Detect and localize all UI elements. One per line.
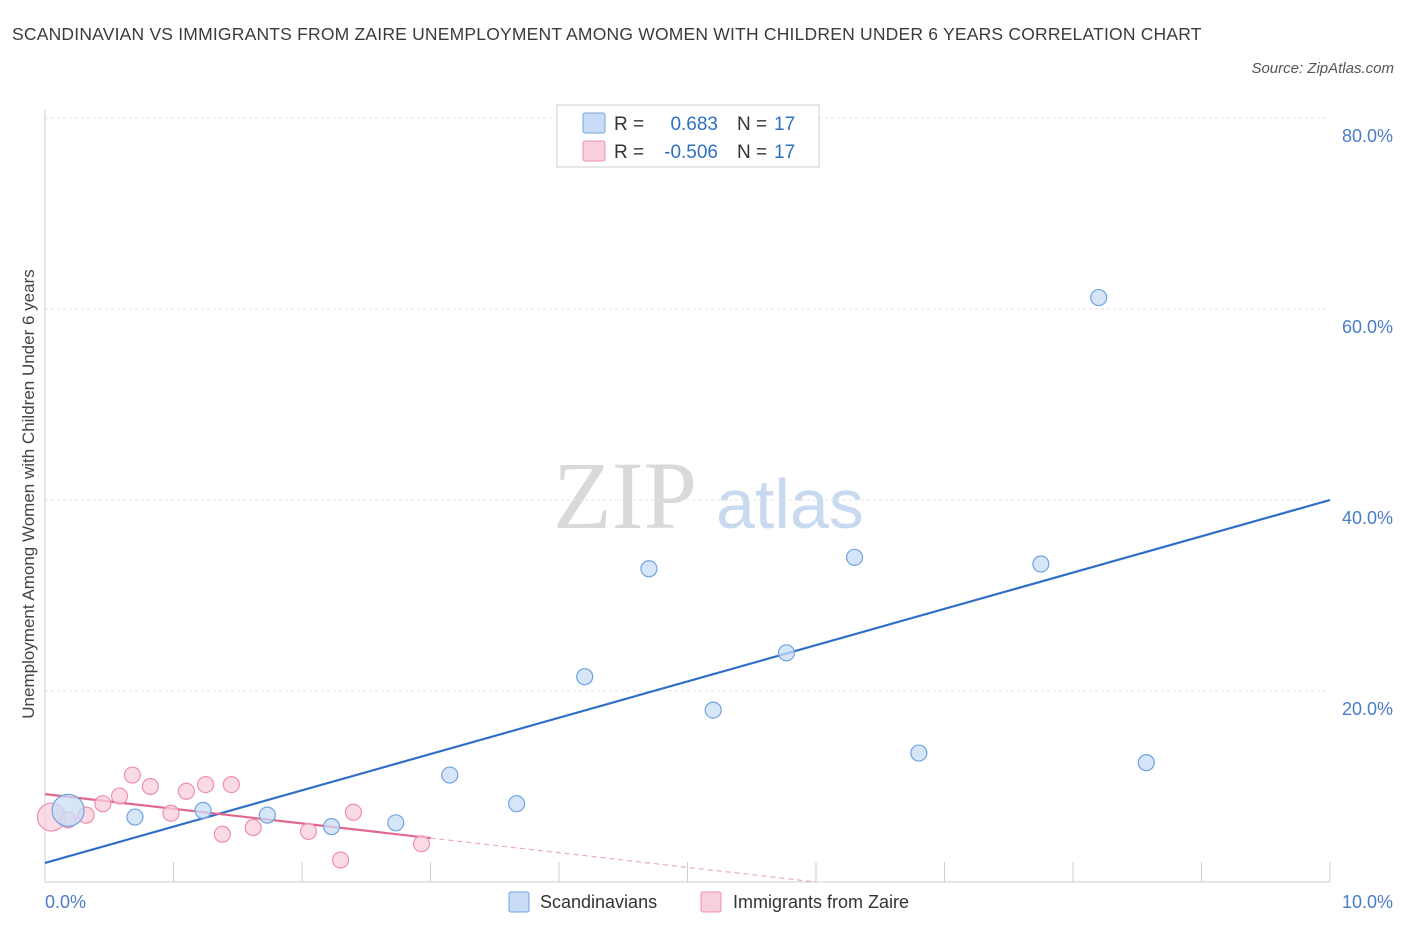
watermark-zip: ZIP (553, 442, 697, 549)
series-legend-label-zaire: Immigrants from Zaire (733, 892, 909, 912)
point-zaire (244, 818, 262, 837)
point-scandinavians (51, 793, 85, 827)
point-scandinavians (258, 806, 276, 824)
point-scandinavians (1137, 754, 1155, 772)
point-zaire (162, 804, 180, 822)
point-scandinavians (322, 818, 341, 836)
legend-r-label-1: R = (614, 114, 644, 135)
trend-line-scandinavians (44, 498, 1331, 864)
point-scandinavians (576, 668, 594, 686)
y-axis-title: Unemployment Among Women with Children U… (19, 269, 38, 718)
x-tick-label-max: 10.0% (1342, 892, 1393, 912)
point-zaire (141, 777, 159, 796)
correlation-legend: R = 0.683 N = 17 R = -0.506 N = 17 (556, 104, 820, 168)
legend-n-label-2: N = (737, 142, 767, 163)
point-zaire (213, 825, 231, 843)
point-zaire (110, 787, 129, 805)
y-tick-label: 80.0% (1342, 126, 1393, 146)
series-legend: Scandinavians Immigrants from Zaire (508, 891, 909, 913)
point-scandinavians (126, 808, 144, 826)
point-scandinavians (845, 548, 864, 566)
point-scandinavians (910, 744, 928, 762)
point-zaire (94, 795, 112, 813)
legend-n-label-1: N = (737, 114, 767, 135)
point-zaire (197, 775, 215, 794)
legend-swatch-zaire (582, 140, 606, 162)
point-zaire (331, 851, 350, 869)
legend-r-value-1: 0.683 (670, 114, 718, 135)
point-scandinavians (194, 801, 212, 819)
point-scandinavians (507, 795, 526, 813)
y-tick-label: 60.0% (1342, 317, 1393, 337)
chart-source: Source: ZipAtlas.com (1251, 60, 1394, 77)
x-axis-ticks (173, 862, 1331, 882)
point-zaire (412, 835, 431, 853)
legend-n-value-2: 17 (774, 142, 795, 163)
point-scandinavians (704, 701, 722, 719)
series-legend-swatch-zaire (700, 891, 722, 913)
point-scandinavians (1032, 555, 1050, 573)
x-tick-label-min: 0.0% (45, 892, 86, 912)
point-zaire (344, 803, 362, 821)
legend-r-value-2: -0.506 (664, 142, 718, 163)
point-scandinavians (387, 814, 405, 832)
series-legend-label-scandinavians: Scandinavians (540, 892, 657, 912)
legend-n-value-1: 17 (774, 114, 795, 135)
gridlines (45, 117, 1330, 692)
series-legend-swatch-scandinavians (508, 891, 530, 913)
data-points (36, 288, 1155, 869)
watermark-atlas: atlas (716, 465, 864, 543)
y-tick-label: 20.0% (1342, 699, 1393, 719)
point-zaire (123, 766, 141, 784)
legend-swatch-scandinavians (582, 112, 606, 134)
y-tick-label: 40.0% (1342, 508, 1393, 528)
y-axis-labels: 20.0% 40.0% 60.0% 80.0% (1342, 126, 1393, 719)
point-zaire (177, 782, 195, 800)
point-zaire (299, 822, 318, 840)
point-scandinavians (777, 644, 796, 662)
chart-title: SCANDINAVIAN VS IMMIGRANTS FROM ZAIRE UN… (12, 24, 1202, 44)
point-scandinavians (1090, 288, 1108, 307)
point-zaire (222, 775, 240, 794)
trend-line-extension-zaire (430, 837, 817, 883)
point-scandinavians (640, 560, 658, 578)
legend-r-label-2: R = (614, 142, 644, 163)
point-scandinavians (441, 766, 459, 784)
